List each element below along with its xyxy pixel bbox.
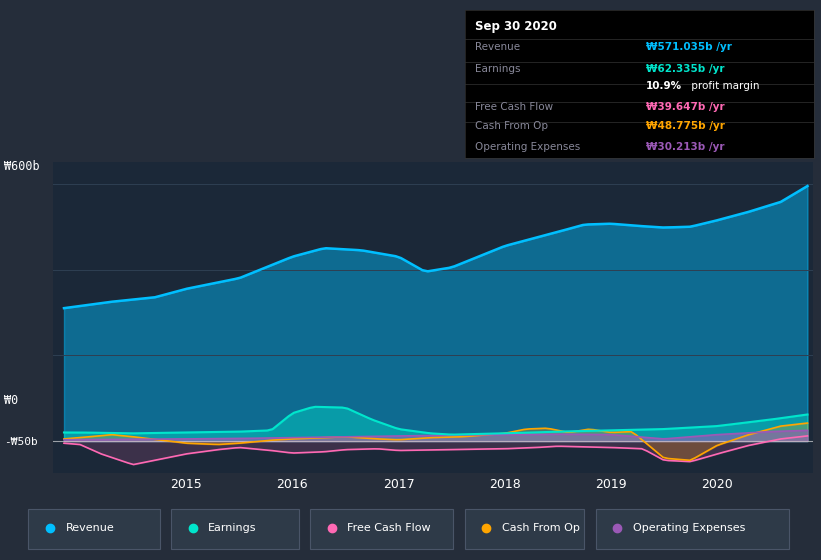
FancyBboxPatch shape — [596, 509, 789, 549]
Text: ₩39.647b /yr: ₩39.647b /yr — [646, 101, 725, 111]
Text: Cash From Op: Cash From Op — [475, 121, 548, 131]
Text: Earnings: Earnings — [209, 523, 257, 533]
Text: ₩600b: ₩600b — [4, 160, 39, 172]
Text: Operating Expenses: Operating Expenses — [475, 142, 580, 152]
FancyBboxPatch shape — [29, 509, 160, 549]
Text: ₩0: ₩0 — [4, 394, 18, 407]
Text: Earnings: Earnings — [475, 64, 521, 74]
Text: ₩571.035b /yr: ₩571.035b /yr — [646, 42, 732, 52]
FancyBboxPatch shape — [172, 509, 299, 549]
FancyBboxPatch shape — [465, 509, 585, 549]
Text: -₩50b: -₩50b — [4, 437, 38, 447]
Text: Revenue: Revenue — [475, 42, 521, 52]
Text: ₩30.213b /yr: ₩30.213b /yr — [646, 142, 725, 152]
Text: Free Cash Flow: Free Cash Flow — [347, 523, 431, 533]
Text: Revenue: Revenue — [66, 523, 114, 533]
Text: profit margin: profit margin — [688, 81, 759, 91]
FancyBboxPatch shape — [310, 509, 453, 549]
Text: ₩62.335b /yr: ₩62.335b /yr — [646, 64, 725, 74]
Text: Sep 30 2020: Sep 30 2020 — [475, 20, 557, 33]
Text: Cash From Op: Cash From Op — [502, 523, 580, 533]
Text: Free Cash Flow: Free Cash Flow — [475, 101, 553, 111]
Text: Operating Expenses: Operating Expenses — [633, 523, 745, 533]
Text: 10.9%: 10.9% — [646, 81, 682, 91]
Text: ₩48.775b /yr: ₩48.775b /yr — [646, 121, 725, 131]
